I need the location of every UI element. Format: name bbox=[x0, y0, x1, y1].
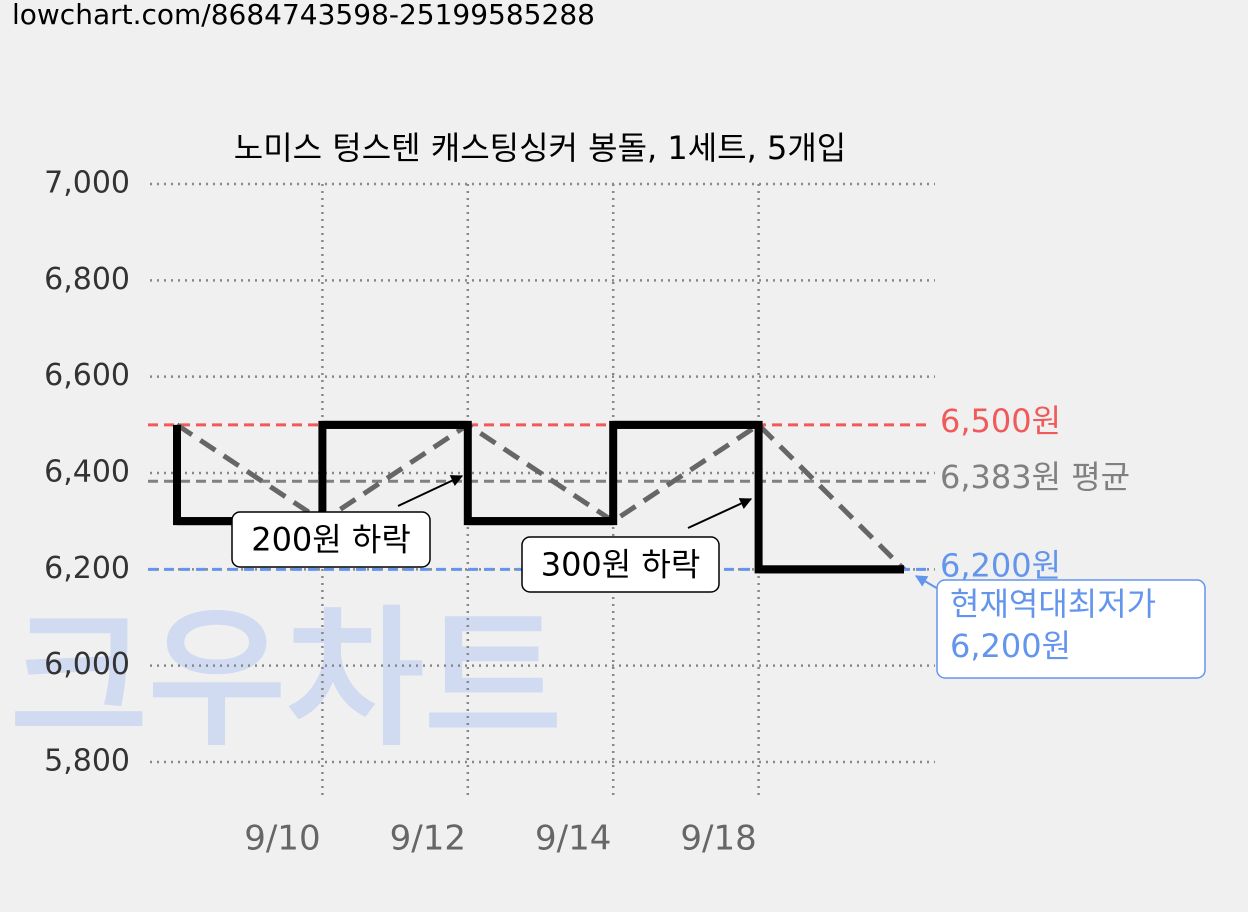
url: lowchart.com/8684743598-25199585288 bbox=[12, 0, 595, 31]
x-tick-label: 9/10 bbox=[244, 819, 320, 859]
annotation-text: 300원 하락 bbox=[541, 546, 701, 584]
reference-label: 6,383원 평균 bbox=[940, 458, 1130, 496]
watermark: 크우차트 bbox=[10, 593, 562, 767]
callout-box bbox=[936, 579, 1206, 679]
reference-label: 6,200원 bbox=[940, 546, 1061, 584]
y-tick-label: 6,200 bbox=[44, 551, 130, 586]
annotation-arrow bbox=[687, 498, 753, 529]
annotation-box bbox=[521, 536, 720, 593]
y-tick-label: 5,800 bbox=[44, 744, 130, 779]
x-tick-label: 9/12 bbox=[390, 819, 466, 859]
y-tick-label: 7,000 bbox=[44, 166, 130, 201]
y-tick-label: 6,000 bbox=[44, 647, 130, 682]
trend-line bbox=[175, 421, 906, 572]
chart-title: 노미스 텅스텐 캐스팅싱커 봉돌, 1세트, 5개입 bbox=[234, 129, 846, 167]
y-tick-label: 6,600 bbox=[44, 358, 130, 393]
y-tick-label: 6,400 bbox=[44, 455, 130, 490]
callout-text: 6,200원 bbox=[950, 627, 1071, 665]
plot: 5,800 6,000 6,200 6,400 6,600 6,800 7,000 9/10 9… bbox=[44, 166, 1206, 859]
annotation-box bbox=[231, 511, 431, 568]
x-tick-label: 9/18 bbox=[680, 819, 756, 859]
reference-label: 6,500원 bbox=[940, 402, 1061, 440]
y-tick-label: 6,800 bbox=[44, 262, 130, 297]
x-tick-label: 9/14 bbox=[535, 819, 611, 859]
annotation-text: 200원 하락 bbox=[251, 521, 411, 559]
callout-arrow bbox=[914, 575, 941, 591]
callout-text: 현재역대최저가 bbox=[950, 585, 1156, 623]
annotation-arrow bbox=[397, 475, 464, 507]
